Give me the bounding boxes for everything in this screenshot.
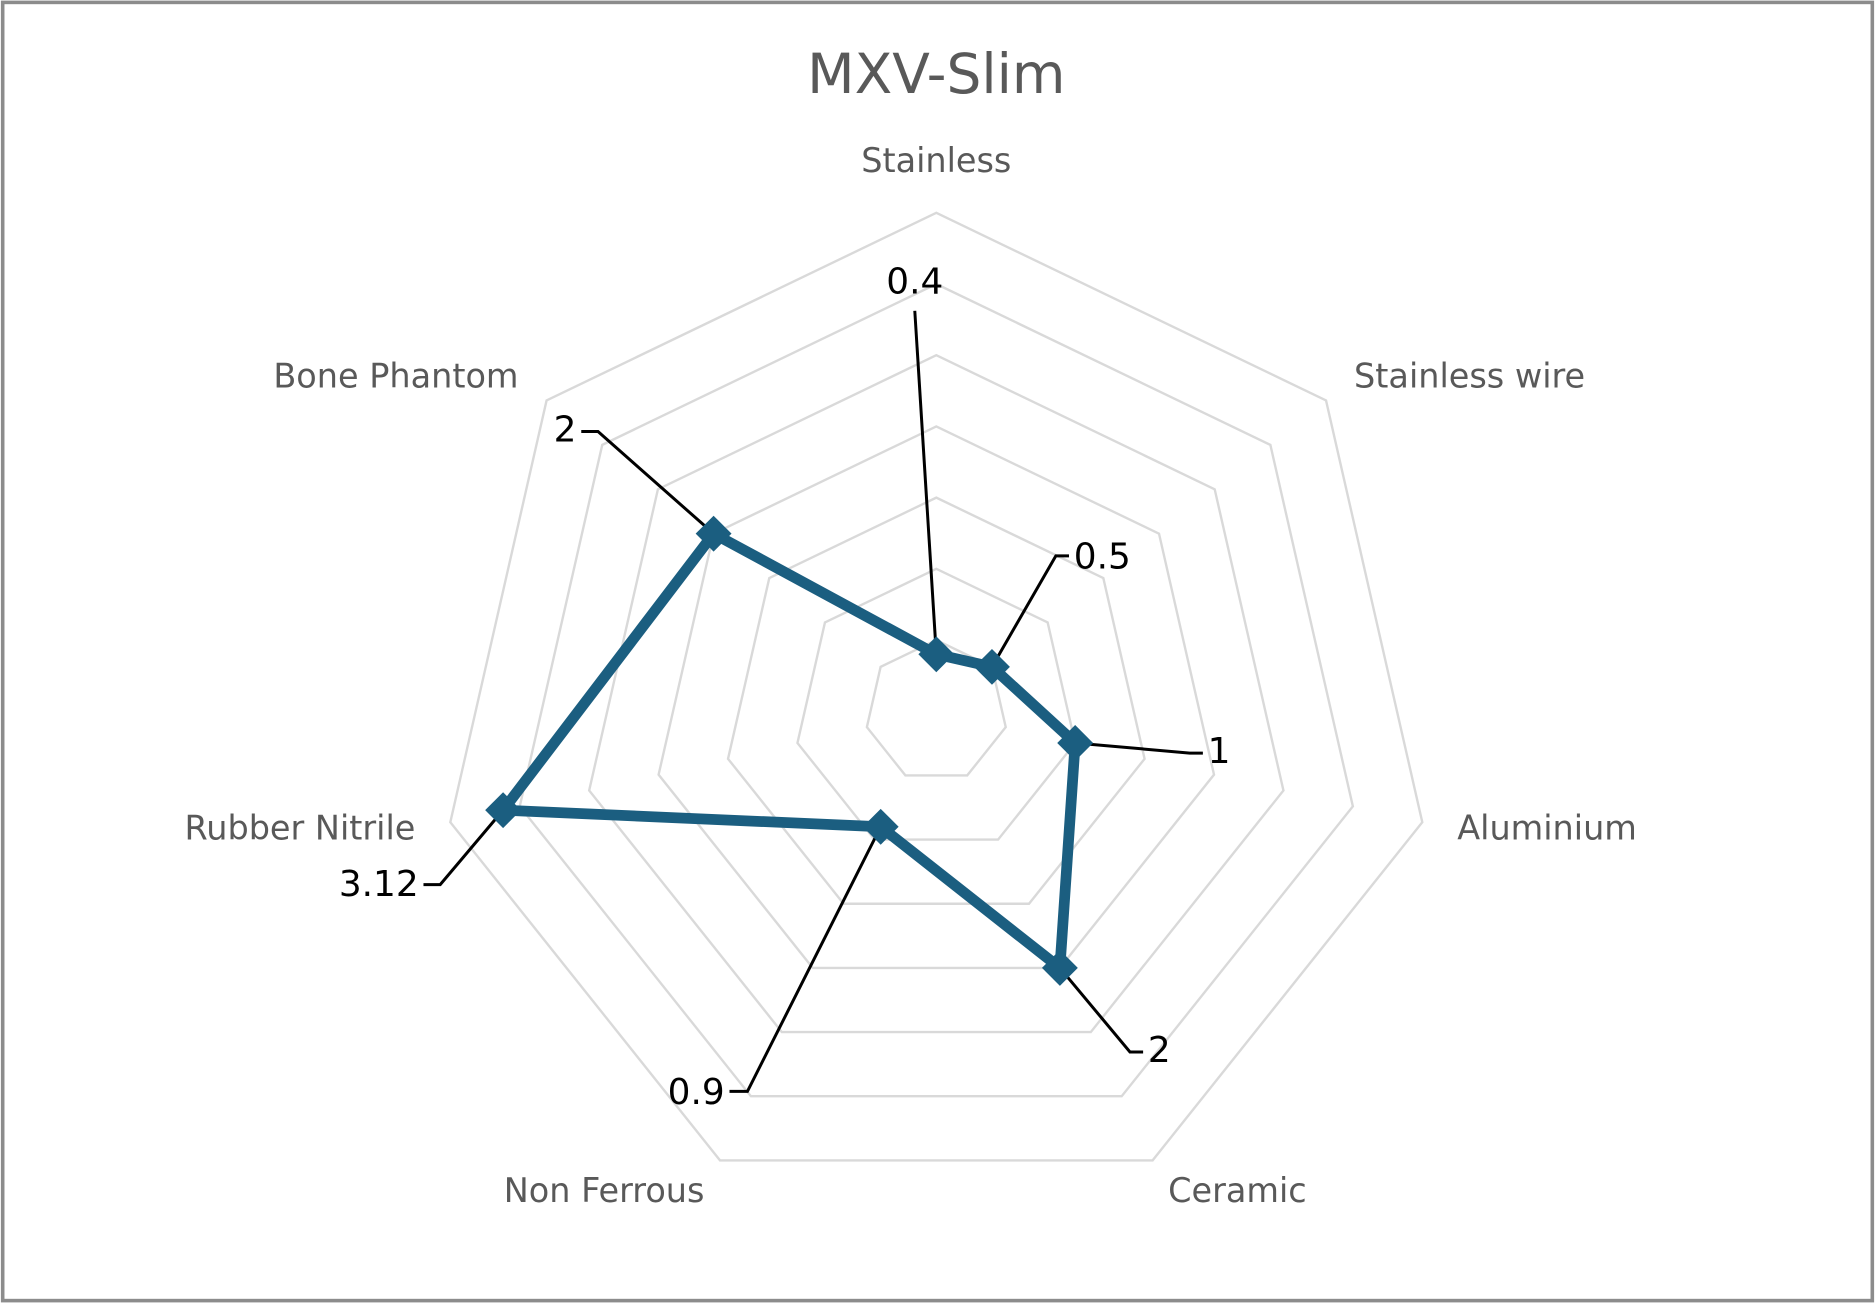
marker [862, 808, 899, 845]
leader-line [423, 809, 505, 887]
data-label: 2 [554, 410, 577, 451]
chart-title: MXV-Slim [807, 42, 1065, 106]
grid-ring [796, 567, 1077, 841]
data-label: 2 [1148, 1030, 1171, 1071]
category-label: Non Ferrous [504, 1171, 705, 1210]
grid-ring [449, 211, 1424, 1162]
category-label: Bone Phantom [273, 357, 518, 396]
data-label: 0.4 [886, 261, 943, 302]
marker [695, 515, 732, 552]
leader-line [1058, 966, 1144, 1054]
leader-line [729, 826, 883, 1093]
series-line [497, 528, 1081, 974]
data-label: 0.5 [1074, 536, 1131, 577]
category-label: Stainless wire [1354, 357, 1585, 396]
data-label: 3.12 [339, 864, 419, 905]
leader-line [913, 310, 938, 655]
grid-ring [587, 353, 1285, 1034]
plot-area: Stainless Stainless wire Aluminium Ceramic N… [184, 141, 1636, 1210]
grid-ring [518, 282, 1355, 1098]
leader-line [581, 430, 715, 535]
marker [1057, 725, 1094, 761]
leader-line [1075, 741, 1203, 755]
grid-ring [657, 425, 1216, 970]
category-label: Aluminium [1457, 809, 1637, 848]
leader-line [990, 554, 1069, 668]
category-label: Stainless [861, 141, 1011, 180]
marker [918, 636, 955, 673]
data-label: 0.9 [668, 1072, 725, 1113]
category-label: Ceramic [1168, 1171, 1307, 1210]
data-label: 1 [1208, 731, 1231, 772]
marker [974, 648, 1010, 685]
category-label: Rubber Nitrile [184, 809, 415, 848]
grid-ring [726, 496, 1146, 905]
